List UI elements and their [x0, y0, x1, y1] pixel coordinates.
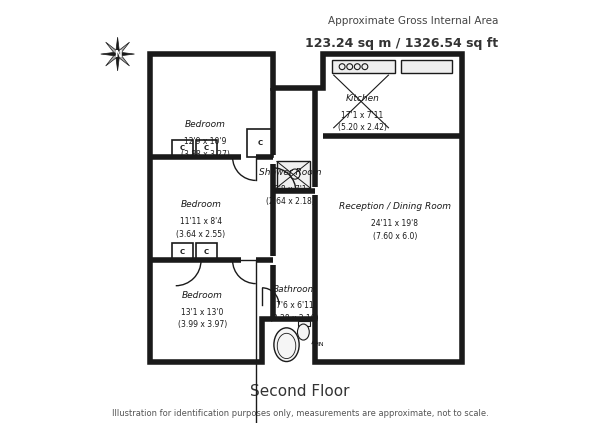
Polygon shape: [118, 53, 134, 56]
Bar: [196, 243, 217, 260]
Ellipse shape: [274, 328, 299, 362]
Text: 12'9 x 10'9: 12'9 x 10'9: [184, 137, 226, 146]
Polygon shape: [116, 54, 119, 71]
Text: 17'1 x 7'11: 17'1 x 7'11: [341, 111, 383, 120]
Text: (5.20 x 2.42): (5.20 x 2.42): [338, 123, 387, 132]
Text: 7'6 x 6'11: 7'6 x 6'11: [276, 301, 313, 310]
Text: (2.64 x 2.18): (2.64 x 2.18): [266, 198, 315, 206]
Bar: [277, 162, 310, 187]
Bar: [401, 60, 452, 73]
Polygon shape: [106, 54, 118, 66]
Ellipse shape: [298, 324, 309, 340]
Polygon shape: [106, 42, 118, 54]
Text: (7.60 x 6.0): (7.60 x 6.0): [373, 232, 417, 241]
Text: 8'8 x 7'1: 8'8 x 7'1: [274, 185, 307, 194]
Text: Bathroom: Bathroom: [272, 285, 317, 293]
Text: C: C: [203, 145, 209, 151]
Text: Illustration for identification purposes only, measurements are approximate, not: Illustration for identification purposes…: [112, 409, 488, 418]
Text: Second Floor: Second Floor: [250, 384, 350, 399]
Text: C: C: [179, 248, 185, 254]
Text: C: C: [257, 140, 263, 146]
Bar: [172, 243, 193, 260]
Polygon shape: [118, 54, 130, 66]
Text: 13'1 x 13'0: 13'1 x 13'0: [181, 308, 223, 317]
Text: 11'11 x 8'4: 11'11 x 8'4: [180, 217, 222, 226]
Text: Kitchen: Kitchen: [346, 94, 379, 103]
Text: IN: IN: [317, 342, 325, 347]
Bar: [196, 139, 217, 157]
Polygon shape: [116, 37, 119, 54]
Text: (3.99 x 3.97): (3.99 x 3.97): [178, 321, 227, 329]
Text: C: C: [203, 248, 209, 254]
Text: C: C: [179, 145, 185, 151]
Text: Reception / Dining Room: Reception / Dining Room: [339, 202, 451, 212]
Text: Bedroom: Bedroom: [181, 200, 221, 209]
Text: Shower Room: Shower Room: [259, 168, 322, 177]
Bar: [298, 321, 310, 326]
Text: 123.24 sq m / 1326.54 sq ft: 123.24 sq m / 1326.54 sq ft: [305, 37, 498, 50]
Text: Bedroom: Bedroom: [185, 120, 226, 129]
Text: 24'11 x 19'8: 24'11 x 19'8: [371, 219, 418, 228]
Text: (3.64 x 2.55): (3.64 x 2.55): [176, 230, 226, 239]
Bar: [247, 128, 272, 157]
Text: (3.88 x 3.27): (3.88 x 3.27): [181, 150, 230, 159]
Text: N: N: [114, 50, 121, 59]
Bar: [332, 60, 395, 73]
Text: (2.28 x 2.10): (2.28 x 2.10): [270, 314, 319, 323]
Bar: [172, 139, 193, 157]
Text: Bedroom: Bedroom: [182, 291, 223, 300]
Polygon shape: [118, 42, 130, 54]
Text: Approximate Gross Internal Area: Approximate Gross Internal Area: [328, 16, 498, 26]
Polygon shape: [101, 53, 118, 56]
